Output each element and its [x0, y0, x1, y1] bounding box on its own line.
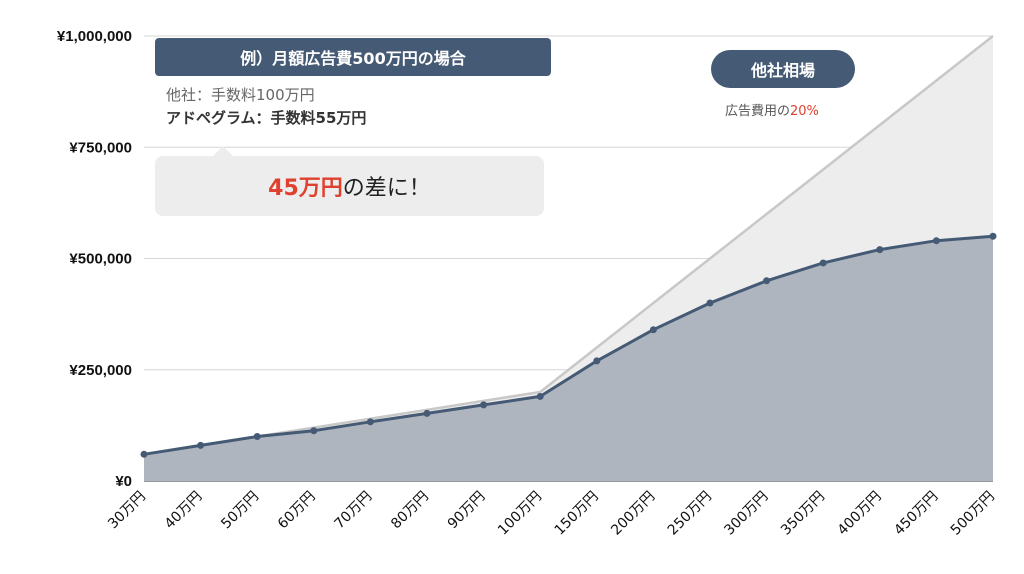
x-tick-label: 300万円 — [721, 489, 771, 539]
competitor-fee-text: 他社：手数料100万円 — [166, 86, 315, 104]
x-tick-label: 70万円 — [332, 489, 376, 533]
x-tick-label: 80万円 — [388, 489, 432, 533]
adpegram-area — [144, 236, 993, 481]
data-point — [989, 232, 997, 240]
x-tick-label: 60万円 — [275, 489, 319, 533]
data-point — [932, 237, 940, 245]
competitor-line — [143, 35, 994, 456]
data-point — [649, 326, 657, 334]
difference-callout: 45万円 の差に！ — [155, 146, 544, 216]
market-rate-note: 広告費用の20% — [725, 100, 819, 119]
difference-amount: 45万円 — [268, 176, 343, 201]
data-point — [140, 450, 148, 458]
data-point — [593, 357, 601, 365]
adpegram-line — [143, 234, 994, 456]
difference-text: の差に！ — [342, 176, 431, 201]
x-tick-label: 200万円 — [608, 489, 658, 539]
x-tick-label: 40万円 — [162, 489, 206, 533]
data-point — [480, 401, 488, 409]
data-point — [819, 259, 827, 267]
y-tick-label: ¥1,000,000 — [57, 28, 132, 45]
data-point — [366, 418, 374, 426]
market-rate-percent: 20% — [790, 104, 819, 119]
adpegram-fee-text: アドペグラム：手数料55万円 — [166, 109, 367, 127]
example-title-box: 例）月額広告費500万円の場合 — [155, 38, 551, 76]
x-tick-label: 50万円 — [218, 489, 262, 533]
x-tick-label: 90万円 — [445, 489, 489, 533]
x-axis-ticks: 30万円 40万円 50万円 60万円 70万円 80万円 90万円 100万円 150万円 20… — [105, 489, 998, 539]
series-lines — [143, 35, 994, 456]
example-title: 例）月額広告費500万円の場合 — [240, 49, 466, 68]
y-tick-label: ¥0 — [115, 473, 132, 490]
data-point — [706, 299, 714, 307]
x-tick-label: 450万円 — [891, 489, 941, 539]
y-axis-ticks: ¥0 ¥250,000 ¥500,000 ¥750,000 ¥1,000,000 — [57, 28, 132, 490]
data-point — [876, 246, 884, 254]
y-tick-label: ¥500,000 — [69, 251, 132, 268]
data-point — [310, 427, 318, 435]
y-tick-label: ¥250,000 — [69, 362, 132, 379]
y-tick-label: ¥750,000 — [69, 139, 132, 156]
data-point — [253, 433, 261, 440]
x-tick-label: 250万円 — [665, 489, 715, 539]
market-rate-badge: 他社相場 — [711, 50, 855, 88]
data-point — [763, 277, 771, 285]
series-points — [140, 232, 997, 458]
market-rate-label: 他社相場 — [750, 61, 815, 80]
x-tick-label: 400万円 — [835, 489, 885, 539]
x-tick-label: 100万円 — [495, 489, 545, 539]
data-point — [536, 392, 544, 400]
data-point — [197, 441, 205, 449]
data-point — [423, 409, 431, 417]
x-tick-label: 150万円 — [552, 489, 602, 539]
x-tick-label: 350万円 — [778, 489, 828, 539]
series-areas — [144, 36, 993, 481]
market-rate-note-prefix: 広告費用の — [725, 104, 791, 119]
x-tick-label: 500万円 — [948, 489, 998, 539]
x-tick-label: 30万円 — [105, 489, 149, 533]
